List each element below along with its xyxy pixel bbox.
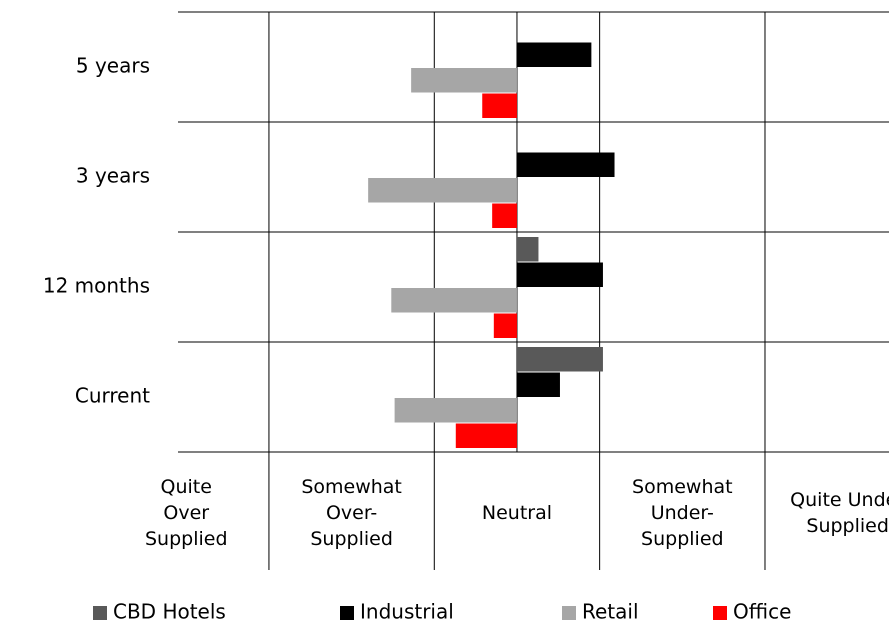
bar xyxy=(516,372,560,397)
x-tick-label: Quite Under Supplied xyxy=(790,460,889,566)
bar xyxy=(493,313,517,338)
legend-swatch xyxy=(562,606,576,620)
bar xyxy=(482,93,517,118)
bar xyxy=(455,423,517,448)
x-tick-label: Somewhat Over-Supplied xyxy=(291,460,413,566)
x-tick-label: Somewhat Under-Supplied xyxy=(621,460,743,566)
bar xyxy=(516,347,603,372)
bar xyxy=(516,42,592,67)
legend-label: Office xyxy=(733,600,791,624)
bar xyxy=(492,203,517,228)
legend-label: Industrial xyxy=(360,600,454,624)
legend-label: Retail xyxy=(582,600,639,624)
legend-swatch xyxy=(340,606,354,620)
bar xyxy=(516,262,603,287)
bar xyxy=(411,68,517,93)
x-tick-label: Neutral xyxy=(456,460,578,566)
bar xyxy=(391,288,517,313)
y-tick-label: 5 years xyxy=(76,54,150,78)
bar xyxy=(368,178,517,203)
y-tick-label: Current xyxy=(75,384,150,408)
x-tick-text: Quite Under Supplied xyxy=(790,489,889,537)
bar xyxy=(516,237,539,262)
bar xyxy=(516,152,615,177)
x-tick-text: Quite Over Supplied xyxy=(144,476,228,550)
legend-label: CBD Hotels xyxy=(113,600,226,624)
x-tick-text: Somewhat Under-Supplied xyxy=(632,476,733,550)
x-tick-text: Somewhat Over-Supplied xyxy=(301,476,402,550)
bar xyxy=(394,398,517,423)
x-tick-text: Neutral xyxy=(481,502,553,524)
y-tick-label: 3 years xyxy=(76,164,150,188)
y-tick-label: 12 months xyxy=(43,274,150,298)
legend-swatch xyxy=(713,606,727,620)
legend-swatch xyxy=(93,606,107,620)
x-tick-label: Quite Over Supplied xyxy=(145,460,228,566)
